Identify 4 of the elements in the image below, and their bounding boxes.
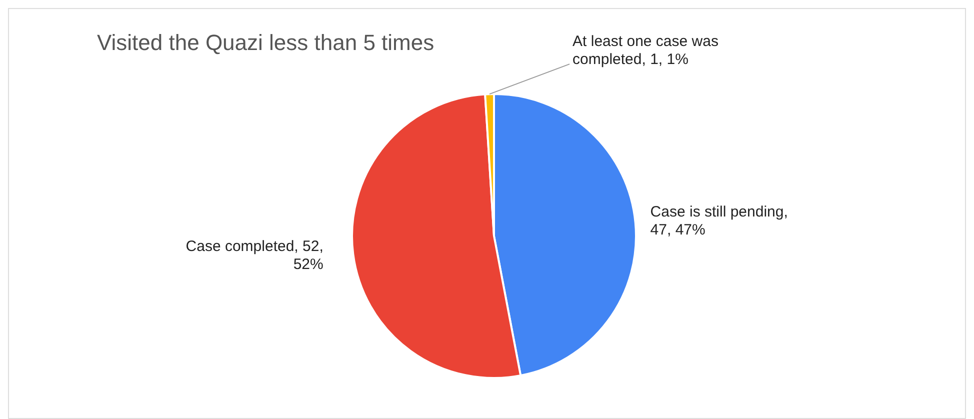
slice-label: Case completed, 52, 52% xyxy=(186,238,324,273)
slice-label: Case is still pending, 47, 47% xyxy=(650,203,788,238)
chart-title: Visited the Quazi less than 5 times xyxy=(97,30,434,56)
slice-label: At least one case was completed, 1, 1% xyxy=(572,33,718,68)
